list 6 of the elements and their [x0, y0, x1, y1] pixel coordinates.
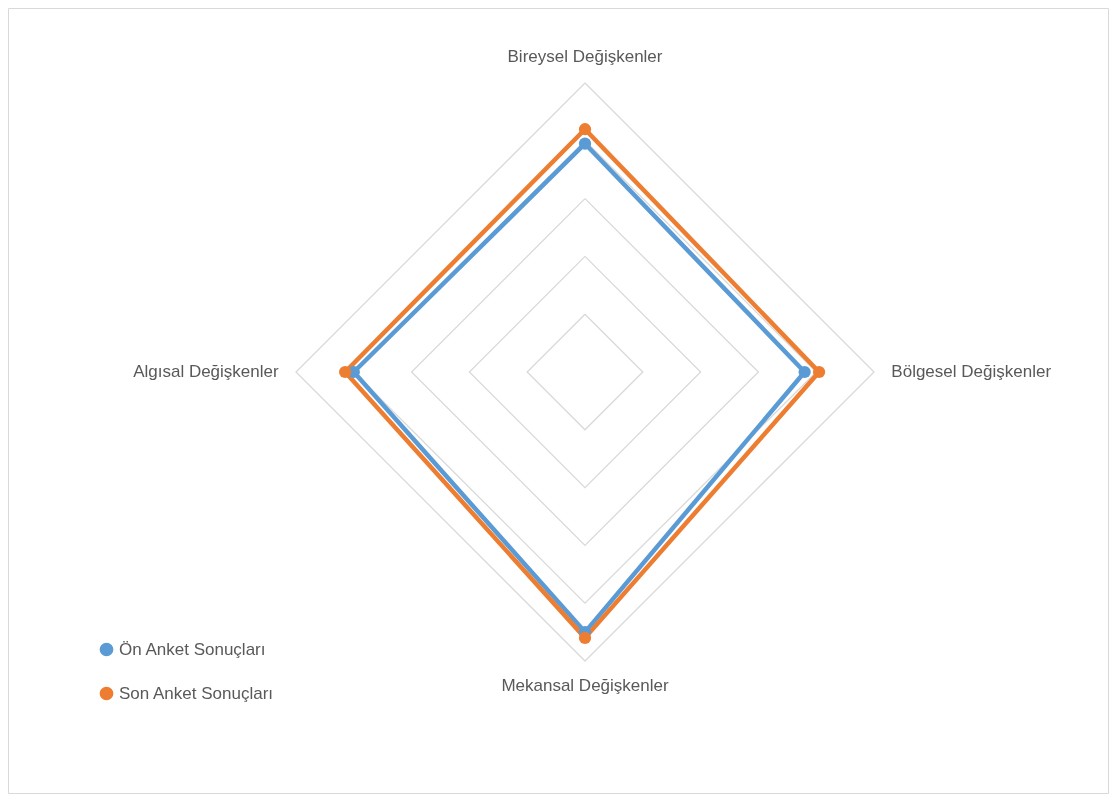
spoke-label: Bireysel Değişkenler	[507, 46, 663, 66]
legend-label: Son Anket Sonuçları	[119, 683, 274, 703]
spoke-label: Mekansal Değişkenler	[501, 676, 669, 696]
spoke-label: Algısal Değişkenler	[133, 362, 279, 381]
legend-label: Ön Anket Sonuçları	[119, 639, 266, 659]
spoke-label: Bölgesel Değişkenler	[891, 362, 1052, 381]
